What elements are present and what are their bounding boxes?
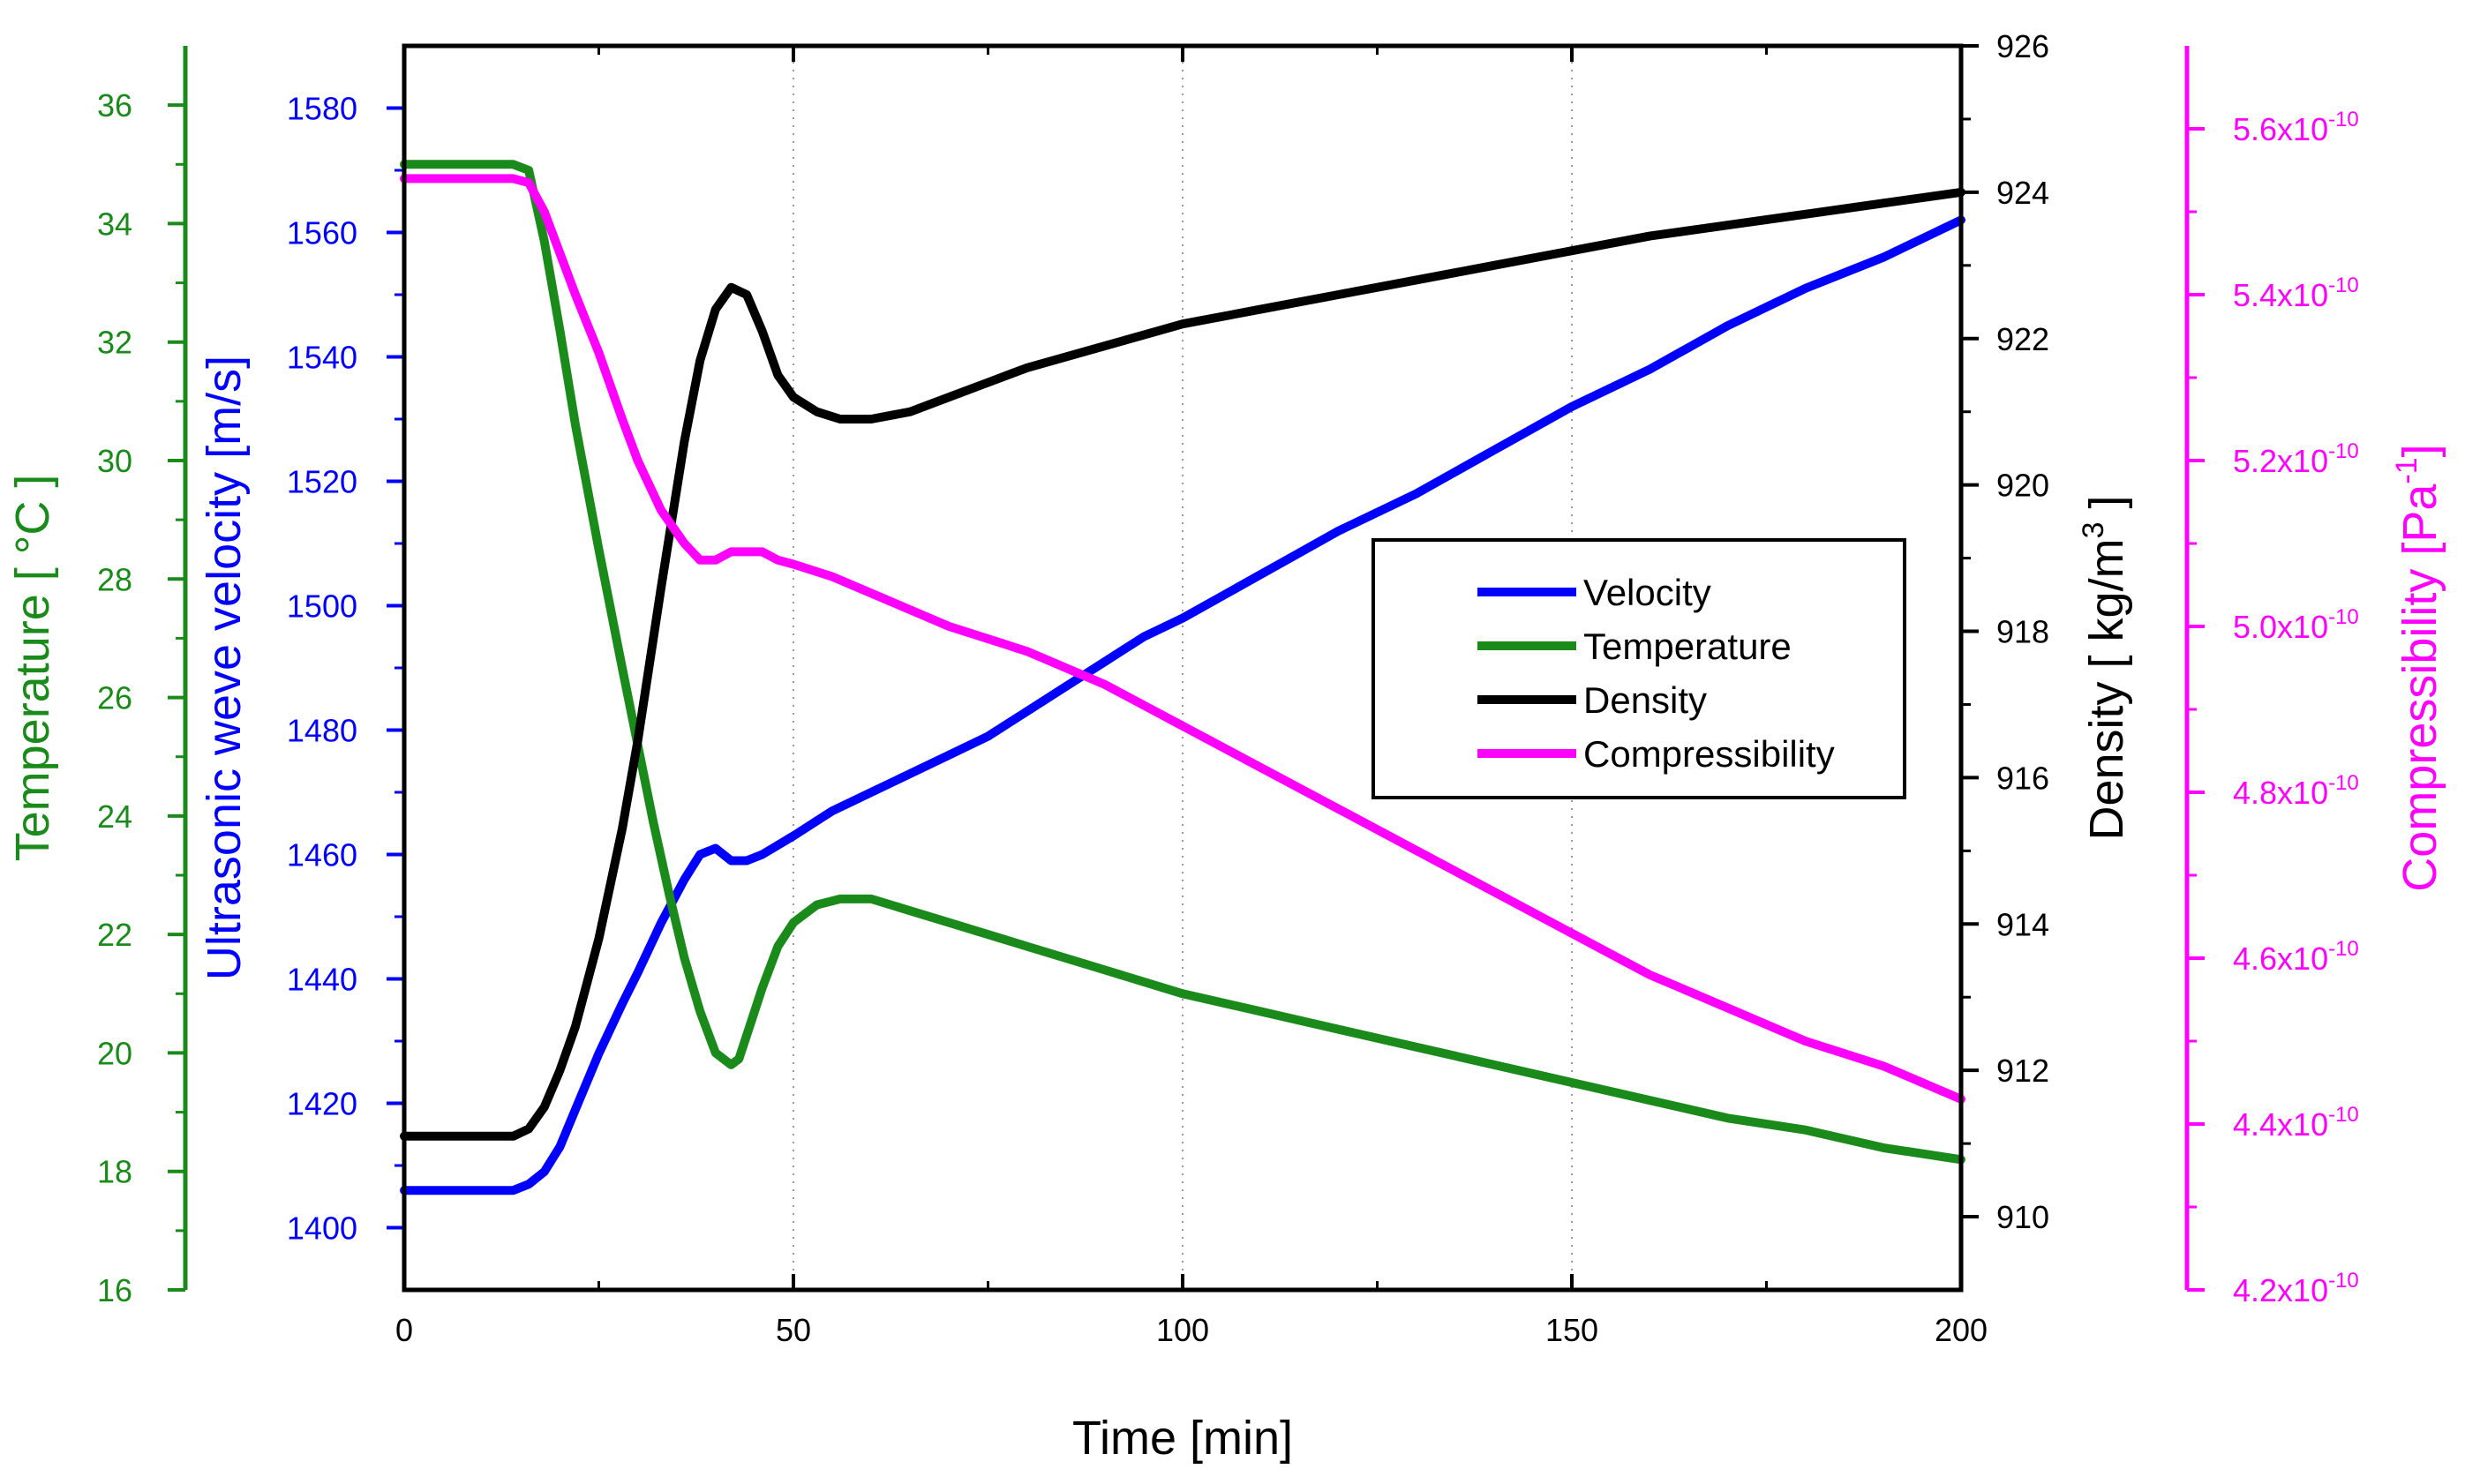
- compressibility-tick-label: 5.0x10-10: [2233, 605, 2359, 645]
- x-tick-label: 150: [1545, 1312, 1598, 1348]
- x-tick-label: 200: [1935, 1312, 1988, 1348]
- velocity-tick-label: 1520: [287, 464, 357, 500]
- axis-titles: Temperature [ °C ] Ultrasonic weve veloci…: [6, 356, 2446, 1465]
- temperature-tick-label: 24: [97, 798, 132, 835]
- x-axis-title: Time [min]: [1072, 1412, 1293, 1465]
- x-tick-label: 50: [776, 1312, 811, 1348]
- temperature-axis-title: Temperature [ °C ]: [6, 475, 59, 862]
- density-tick-label: 922: [1996, 321, 2049, 357]
- compressibility-tick-label: 5.2x10-10: [2233, 439, 2359, 479]
- legend: Velocity Temperature Density Compressibilit…: [1372, 538, 1906, 799]
- compressibility-tick-label: 4.4x10-10: [2233, 1103, 2359, 1143]
- compressibility-tick-label: 4.6x10-10: [2233, 937, 2359, 977]
- temperature-tick-label: 36: [97, 87, 132, 124]
- temperature-tick-label: 22: [97, 917, 132, 953]
- velocity-tick-label: 1580: [287, 91, 357, 127]
- velocity-tick-label: 1500: [287, 588, 357, 625]
- density-tick-label: 926: [1996, 28, 2049, 64]
- legend-label-temperature: Temperature: [1583, 626, 1792, 667]
- velocity-tick-label: 1440: [287, 962, 357, 998]
- data-series: [400, 160, 1965, 1195]
- series-line-density: [400, 187, 1965, 1141]
- legend-label-density: Density: [1583, 679, 1707, 721]
- temperature-tick-label: 28: [97, 561, 132, 597]
- density-tick-label: 914: [1996, 906, 2049, 942]
- density-tick-label: 920: [1996, 468, 2049, 504]
- velocity-tick-label: 1400: [287, 1210, 357, 1247]
- density-tick-label: 918: [1996, 614, 2049, 650]
- compressibility-tick-label: 5.4x10-10: [2233, 274, 2359, 313]
- density-tick-label: 910: [1996, 1199, 2049, 1235]
- legend-label-velocity: Velocity: [1583, 572, 1711, 613]
- series-line-velocity: [400, 215, 1965, 1195]
- temperature-tick-label: 16: [97, 1272, 132, 1308]
- x-tick-label: 0: [395, 1312, 413, 1348]
- compressibility-axis-title: Compressibility [Pa-1]: [2390, 444, 2446, 891]
- temperature-tick-label: 26: [97, 680, 132, 716]
- series-line-compressibility: [400, 174, 1965, 1104]
- compressibility-tick-label: 4.8x10-10: [2233, 771, 2359, 811]
- temperature-tick-label: 34: [97, 206, 132, 242]
- compressibility-tick-label: 5.6x10-10: [2233, 108, 2359, 147]
- velocity-axis-title: Ultrasonic weve velocity [m/s]: [198, 356, 251, 980]
- temperature-tick-label: 18: [97, 1154, 132, 1190]
- temperature-tick-label: 32: [97, 325, 132, 361]
- density-tick-label: 912: [1996, 1053, 2049, 1089]
- density-axis-title: Density [ kg/m3 ]: [2077, 495, 2133, 840]
- velocity-tick-label: 1540: [287, 340, 357, 376]
- velocity-tick-label: 1480: [287, 713, 357, 749]
- velocity-tick-label: 1420: [287, 1086, 357, 1122]
- temperature-tick-label: 30: [97, 443, 132, 479]
- compressibility-tick-label: 4.2x10-10: [2233, 1269, 2359, 1308]
- x-tick-label: 100: [1156, 1312, 1209, 1348]
- temperature-tick-label: 20: [97, 1035, 132, 1071]
- plot-frame: [402, 43, 1964, 1293]
- axes: 0 50 100 150 200 16 18 20 22 24 26 28 30 32 34 36 1400 14…: [97, 28, 2359, 1348]
- legend-box: [1372, 538, 1906, 799]
- velocity-tick-label: 1560: [287, 215, 357, 251]
- velocity-tick-label: 1460: [287, 837, 357, 873]
- legend-label-compressibility: Compressibility: [1583, 733, 1835, 775]
- series-line-temperature: [400, 160, 1965, 1165]
- density-tick-label: 916: [1996, 760, 2049, 796]
- density-tick-label: 924: [1996, 175, 2049, 211]
